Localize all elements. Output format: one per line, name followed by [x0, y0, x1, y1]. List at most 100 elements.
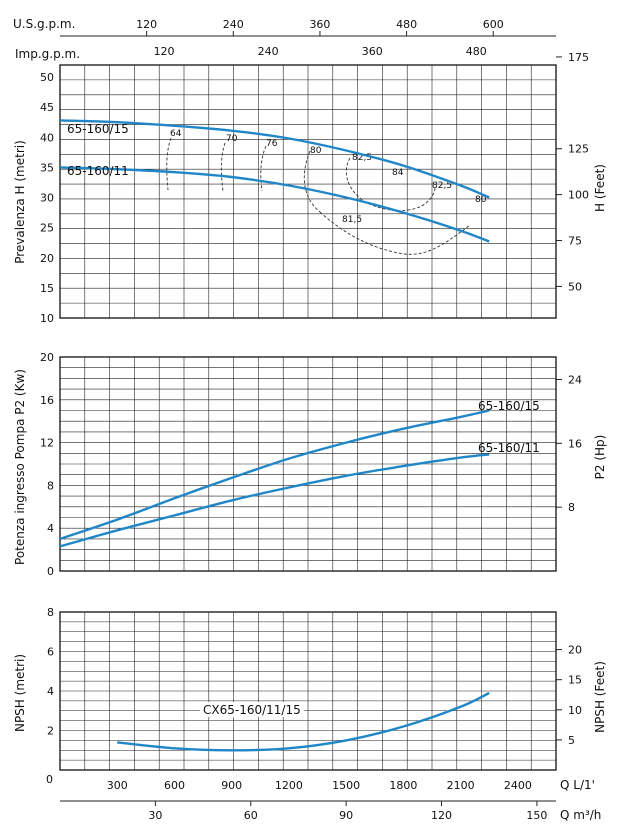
imp-tick-label: 360 — [362, 45, 383, 58]
y2-tick-label: 10 — [568, 704, 582, 717]
eff-label-76: 76 — [266, 139, 278, 149]
power-panel-grid — [59, 356, 557, 572]
lmin-tick-label: 600 — [164, 779, 185, 792]
eff-label-80-right: 80 — [475, 195, 487, 205]
imp-tick-label: 480 — [466, 45, 487, 58]
head-curve-label-65-160-11: 65-160/11 — [67, 164, 129, 178]
eff-label-70: 70 — [226, 134, 238, 144]
y-tick-label: 4 — [47, 522, 54, 535]
y2-tick-label: 20 — [568, 644, 582, 657]
npsh-y-ticks: 2 4 6 8 — [47, 606, 54, 738]
y-tick-label: 20 — [40, 351, 54, 364]
npsh-zero-label: 0 — [46, 773, 53, 786]
y2-tick-label: 125 — [568, 143, 589, 156]
power-hp-ticks: 8 16 24 — [556, 374, 582, 514]
lmin-tick-label: 1200 — [275, 779, 303, 792]
efficiency-contours — [166, 137, 471, 255]
series-line-65-160-11 — [59, 166, 490, 243]
y2-tick-label: 75 — [568, 235, 582, 248]
lmin-tick-label: 2400 — [504, 779, 532, 792]
y-tick-label: 45 — [40, 101, 54, 114]
m3h-tick-label: 120 — [431, 809, 452, 822]
y-tick-label: 16 — [40, 394, 54, 407]
lmin-tick-label: 1500 — [332, 779, 360, 792]
lmin-tick-label: 1800 — [389, 779, 417, 792]
npsh-panel: 2 4 6 8 5 10 15 20 NPSH (metri) NPSH (Feet) CX… — [13, 606, 607, 786]
lmin-ticks: 300 600 900 1200 1500 1800 2100 2400 — [107, 779, 532, 792]
lmin-axis-title: Q L/1' — [560, 778, 595, 792]
power-curve-label-65-160-11: 65-160/11 — [478, 441, 540, 455]
m3h-ticks: 30 60 90 120 150 — [148, 801, 547, 822]
imp-tick-label: 240 — [258, 45, 279, 58]
npsh-y-axis-title: NPSH (metri) — [13, 654, 27, 732]
panel-frame — [59, 356, 557, 572]
y-tick-label: 10 — [40, 312, 54, 325]
series-line-65-160-15 — [59, 409, 490, 541]
us-tick-label: 120 — [136, 18, 157, 31]
eff-label-84: 84 — [392, 168, 404, 178]
efficiency-curve-76 — [260, 145, 267, 192]
lmin-tick-label: 300 — [107, 779, 128, 792]
us-tick-label: 360 — [309, 18, 330, 31]
efficiency-curve-80-left — [303, 150, 321, 213]
y-tick-label: 35 — [40, 161, 54, 174]
y-tick-label: 6 — [47, 646, 54, 659]
us-tick-label: 480 — [396, 18, 417, 31]
top-axes: U.S.g.p.m. Imp.g.p.m. 120 240 360 480 600 12… — [13, 17, 556, 61]
y-tick-label: 25 — [40, 222, 54, 235]
m3h-tick-label: 150 — [526, 809, 547, 822]
us-tick-label: 240 — [223, 18, 244, 31]
npsh-feet-ticks: 5 10 15 20 — [556, 644, 582, 747]
power-curves — [59, 409, 490, 548]
y2-tick-label: 100 — [568, 189, 589, 202]
y-tick-label: 30 — [40, 192, 54, 205]
y-tick-label: 8 — [47, 606, 54, 619]
power-panel: 0 4 8 12 16 20 8 16 24 Potenza ingresso Pompa P… — [13, 351, 607, 578]
head-curves — [59, 119, 490, 243]
y2-tick-label: 5 — [568, 734, 575, 747]
power-curve-label-65-160-15: 65-160/15 — [478, 399, 540, 413]
head-feet-ticks: 50 75 100 125 175 — [556, 51, 589, 293]
npsh-panel-grid — [59, 611, 557, 771]
power-hp-axis-title: P2 (Hp) — [593, 435, 607, 480]
y2-tick-label: 175 — [568, 51, 589, 64]
efficiency-curve-64 — [166, 137, 172, 191]
y-tick-label: 0 — [47, 565, 54, 578]
head-panel: 10 15 20 25 30 35 40 45 50 50 75 100 125 175 Prevale… — [13, 51, 607, 325]
series-line-cx65-160-11-15 — [117, 691, 490, 752]
imp-gpm-ticks: 120 240 360 480 — [154, 45, 487, 58]
npsh-feet-axis-title: NPSH (Feet) — [593, 661, 607, 733]
head-curve-label-65-160-15: 65-160/15 — [67, 122, 129, 136]
y-tick-label: 8 — [47, 479, 54, 492]
y-tick-label: 12 — [40, 437, 54, 450]
y2-tick-label: 24 — [568, 374, 582, 387]
npsh-curve-label: CX65-160/11/15 — [203, 703, 301, 717]
series-line-65-160-11 — [59, 453, 490, 548]
us-gpm-axis-title: U.S.g.p.m. — [13, 17, 75, 31]
eff-label-82-5-right: 82,5 — [432, 181, 452, 191]
m3h-tick-label: 90 — [339, 809, 353, 822]
head-y-ticks: 10 15 20 25 30 35 40 45 50 — [40, 71, 54, 325]
efficiency-curve-81-5 — [319, 211, 471, 255]
head-feet-axis-title: H (Feet) — [593, 164, 607, 212]
power-y-ticks: 0 4 8 12 16 20 — [40, 351, 54, 578]
eff-label-80: 80 — [310, 146, 322, 156]
lmin-tick-label: 2100 — [447, 779, 475, 792]
us-gpm-ticks: 120 240 360 480 600 — [136, 18, 504, 36]
head-y-axis-title: Prevalenza H (metri) — [13, 140, 27, 264]
imp-tick-label: 120 — [154, 45, 175, 58]
y-tick-label: 20 — [40, 252, 54, 265]
y2-tick-label: 8 — [568, 501, 575, 514]
y-tick-label: 4 — [47, 685, 54, 698]
y-tick-label: 2 — [47, 725, 54, 738]
m3h-tick-label: 30 — [148, 809, 162, 822]
bottom-axes: 300 600 900 1200 1500 1800 2100 2400 Q L/1' 30 6… — [60, 778, 601, 822]
y2-tick-label: 15 — [568, 674, 582, 687]
efficiency-labels: 64 70 76 80 82,5 84 82,5 80 81,5 — [170, 129, 487, 225]
panel-frame — [59, 611, 557, 771]
imp-gpm-axis-title: Imp.g.p.m. — [15, 47, 80, 61]
us-tick-label: 600 — [483, 18, 504, 31]
y-tick-label: 50 — [40, 71, 54, 84]
y-tick-label: 40 — [40, 131, 54, 144]
